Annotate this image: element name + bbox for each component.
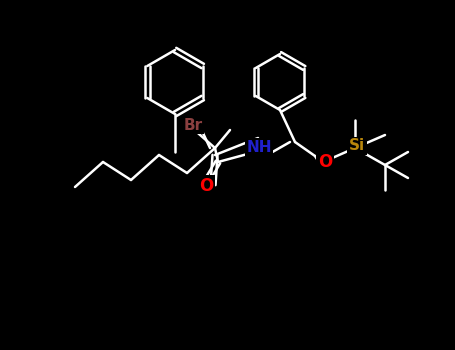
Text: Si: Si (349, 139, 365, 154)
Text: Br: Br (183, 118, 202, 133)
Text: NH: NH (246, 140, 272, 154)
Text: O: O (318, 153, 332, 171)
Text: O: O (199, 177, 213, 195)
